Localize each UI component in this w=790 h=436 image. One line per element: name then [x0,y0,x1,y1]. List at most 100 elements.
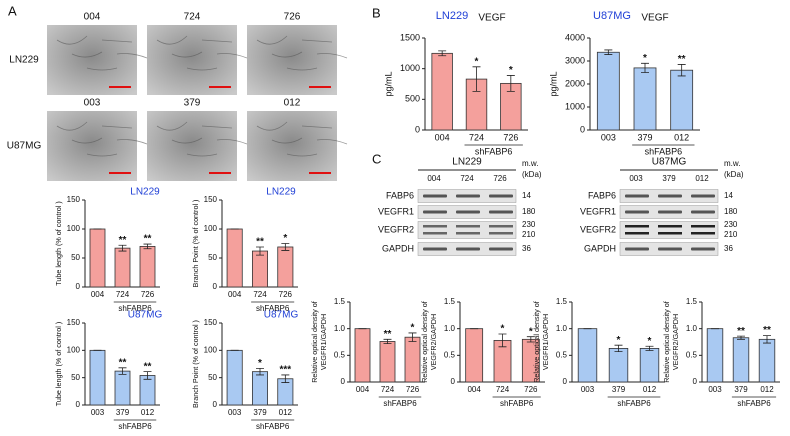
bar [114,370,131,406]
band [489,194,513,198]
significance: ** [737,326,745,337]
error-bar [526,336,535,343]
y-tick-label: 0 [693,377,698,386]
significance: ** [384,329,392,340]
mw-label: 14 [724,191,733,200]
y-tick-label: 50 [208,373,217,382]
bar [277,246,294,288]
mw-header: m.w. [522,159,538,168]
y-tick-label: 50 [208,253,217,262]
error-bar [614,344,623,352]
x-tick-label: 726 [503,132,518,142]
band [625,232,649,235]
vessel [301,125,333,129]
significance: * [501,324,505,335]
bar [608,347,629,383]
y-tick-label: 150 [204,195,218,204]
vessel [171,137,203,144]
mw-label: 180 [724,207,738,216]
y-tick-label: 500 [405,94,420,104]
mw-label: 230 [522,220,536,229]
group-label: shFABP6 [118,304,152,313]
y-tick-label: 0 [341,377,346,386]
error-bar [645,345,654,351]
y-tick-label: 2000 [565,78,585,88]
vessel [101,125,133,129]
bar [89,349,106,406]
significance: * [648,336,652,347]
mw-label: 180 [522,207,536,216]
lane-label: 012 [695,174,709,183]
x-tick-label: 012 [141,408,155,417]
y-tick-label: 1.5 [556,297,568,306]
sample-label: 012 [284,98,301,109]
vessel [71,137,103,144]
y-tick-label: 0.5 [444,350,456,359]
row-label: U87MG [7,141,42,152]
chart-title: LN229 [436,10,468,22]
micrograph [247,25,337,95]
y-tick-label: 0 [415,124,420,134]
significance: *** [279,365,291,376]
band [456,247,480,251]
significance: ** [144,234,152,245]
band [489,232,513,235]
bar [251,250,268,288]
panel-letter: C [372,151,381,166]
x-tick-label: 012 [279,408,293,417]
bar [139,375,156,406]
vessel [116,53,148,59]
band [625,247,649,251]
error-bar [737,335,745,340]
bar [465,328,484,383]
error-bar [472,66,481,92]
vessel [271,51,303,58]
bar [431,52,453,131]
y-axis-label: VEGFR2/GAPDH [429,314,438,370]
bar [633,67,657,131]
y-tick-label: 1000 [565,101,585,111]
y-tick-label: 50 [71,253,80,262]
band [691,210,715,214]
y-tick-label: 1.5 [686,297,698,306]
y-tick-label: 100 [204,345,218,354]
vessel [156,121,188,131]
band [658,210,682,214]
error-bar [143,371,152,380]
y-axis-label: pg/mL [548,71,558,96]
x-tick-label: 004 [435,132,450,142]
error-bar [763,335,771,344]
sample-label: 724 [184,12,201,23]
mw-header: (kDa) [724,170,744,179]
bar [577,328,598,383]
y-tick-label: 1000 [400,63,420,73]
y-tick-label: 3000 [565,55,585,65]
bar [639,347,660,383]
y-axis-label: Relative optical density of [310,301,319,383]
significance: ** [763,325,771,336]
mw-label: 230 [724,220,738,229]
panel-letter: B [372,5,381,20]
chart-title: U87MG [264,310,299,321]
bar [354,328,371,383]
y-tick-label: 1.0 [444,324,456,333]
group-label: shFABP6 [383,399,417,408]
significance: * [617,335,621,346]
vessel [256,35,288,45]
band [691,225,715,228]
x-tick-label: 003 [708,385,722,394]
y-tick-label: 150 [67,318,81,327]
y-tick-label: 1.5 [334,297,346,306]
significance: * [411,323,415,334]
x-tick-label: 726 [406,385,420,394]
vessel [186,67,218,71]
band [658,232,682,235]
band [691,194,715,198]
micrograph [147,25,237,95]
group-label: shFABP6 [256,304,290,313]
mw-label: 36 [522,244,531,253]
lane-label: 724 [460,174,474,183]
blot-strip [619,221,719,239]
bar [732,337,750,383]
y-axis-label: Relative optical density of [532,301,541,383]
